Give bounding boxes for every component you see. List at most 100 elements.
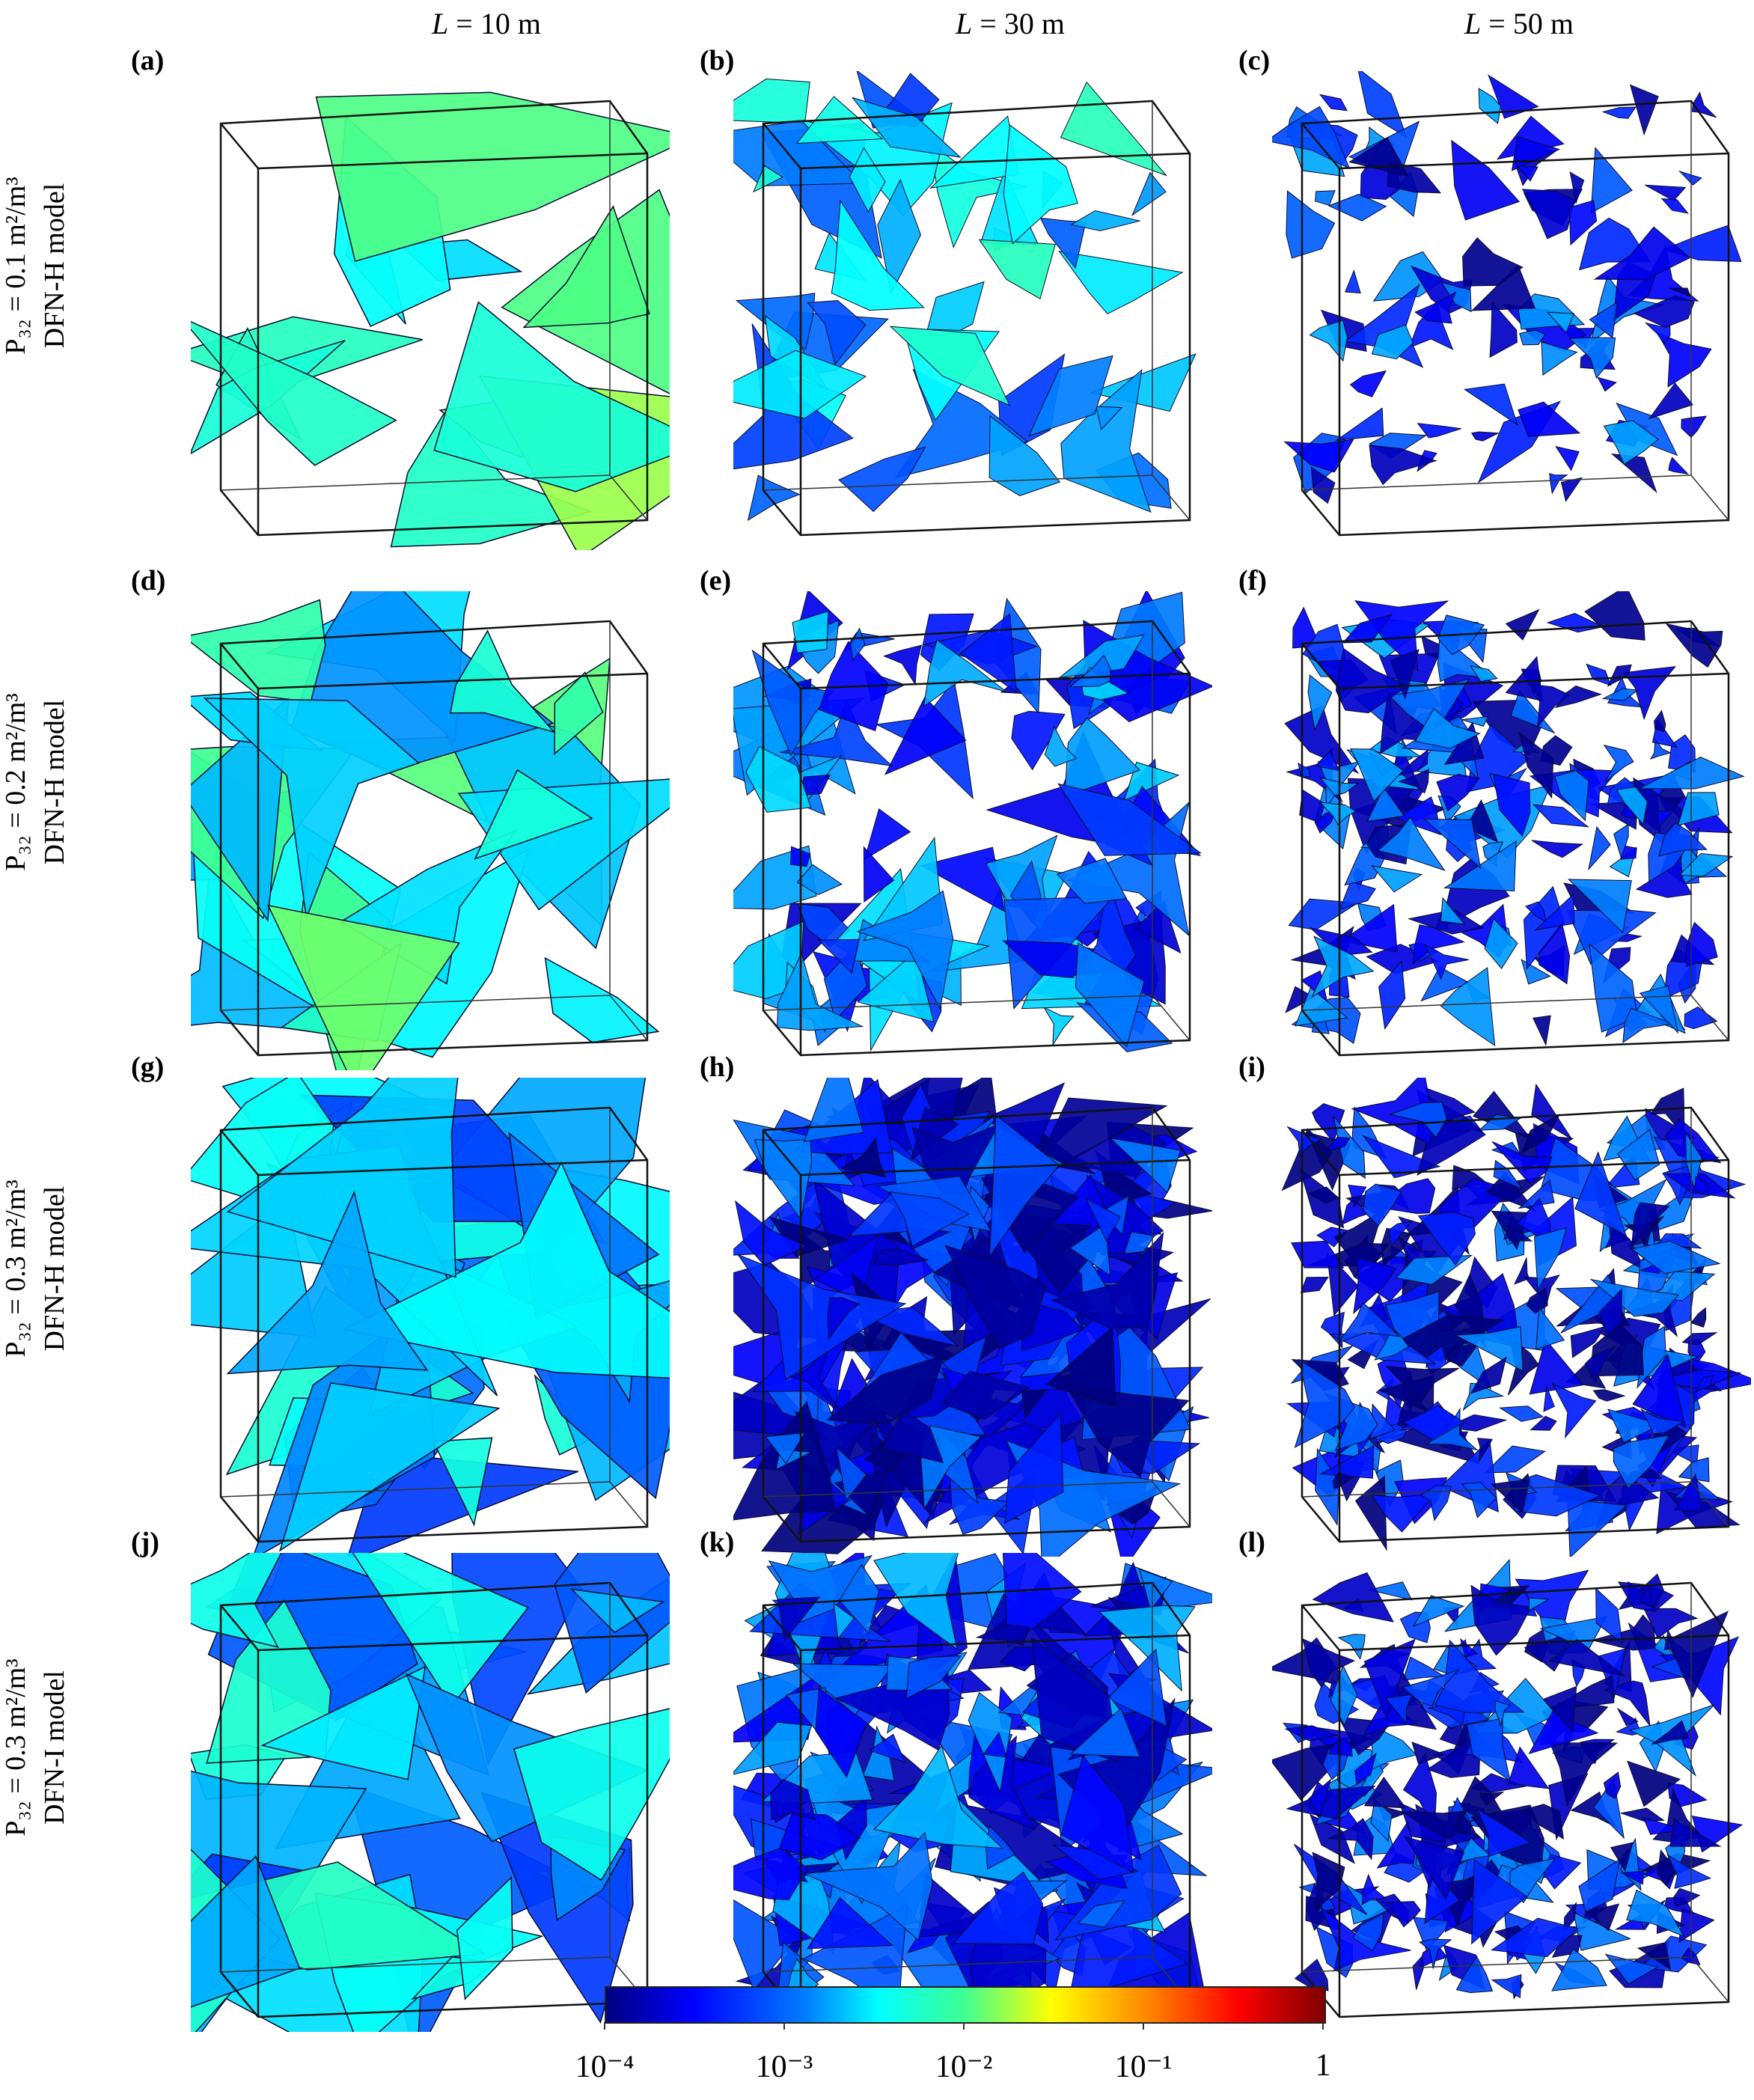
fracture-plane xyxy=(1363,1777,1407,1809)
fracture-plane xyxy=(1042,1006,1075,1047)
fracture-plane xyxy=(1666,1611,1729,1699)
fracture-plane xyxy=(851,97,962,158)
fracture-plane xyxy=(856,890,954,1010)
fracture-plane xyxy=(803,1078,864,1142)
fracture-plane xyxy=(1058,251,1184,314)
fracture-plane xyxy=(1461,1482,1497,1518)
fracture-plane xyxy=(1288,898,1359,930)
fracture-plane xyxy=(1491,1974,1522,1999)
row-label-3: P₃₂ = 0.3 m²/m³ DFN-H model xyxy=(0,1059,79,1478)
fracture-plane xyxy=(869,1733,906,1763)
fracture-plane xyxy=(1327,1739,1353,1757)
fracture-plane xyxy=(1681,415,1707,439)
fracture-plane xyxy=(1002,1553,1082,1648)
fracture-plane xyxy=(1510,689,1556,734)
fracture-plane xyxy=(733,1848,809,1901)
fracture-plane xyxy=(1533,1015,1551,1046)
fracture-plane xyxy=(1627,1760,1681,1807)
fracture-plane xyxy=(953,1871,1044,1945)
fracture-plane xyxy=(1077,1899,1126,1928)
fracture-plane xyxy=(1532,684,1571,729)
fracture-plane xyxy=(1399,1810,1467,1840)
domain-box-back-edges xyxy=(763,621,1191,1041)
fracture-plane xyxy=(1310,935,1375,998)
dfn-panel: (a) xyxy=(131,45,670,550)
column-header-l30: L = 30 m xyxy=(861,6,1160,41)
fracture-plane xyxy=(1604,1953,1659,1985)
colorbar-tick xyxy=(604,2022,605,2030)
fracture-plane xyxy=(1584,1344,1617,1384)
fracture-plane xyxy=(1300,1276,1329,1293)
fracture-plane xyxy=(884,696,967,775)
fracture-plane xyxy=(267,904,460,1070)
fracture-plane xyxy=(1551,1382,1597,1439)
colorbar xyxy=(605,1986,1326,2024)
fracture-plane xyxy=(315,91,670,263)
fracture-plane xyxy=(1417,1212,1476,1266)
fracture-plane xyxy=(1669,1818,1722,1847)
fracture-plane xyxy=(1308,1778,1332,1819)
fracture-plane xyxy=(1657,1849,1677,1887)
fracture-plane xyxy=(1533,804,1589,828)
dfn-panel: (j) xyxy=(131,1527,670,2032)
fracture-plane xyxy=(1491,1478,1530,1514)
panel-label: (h) xyxy=(700,1051,735,1083)
fracture-plane xyxy=(780,699,893,767)
fracture-plane xyxy=(1423,943,1469,980)
fracture-plane xyxy=(1622,1007,1674,1044)
fracture-plane xyxy=(1357,71,1408,138)
row-label-model: DFN-H model xyxy=(39,183,70,349)
fracture-plane xyxy=(1342,1198,1369,1225)
fracture-plane xyxy=(352,1553,529,1707)
fracture-plane xyxy=(1674,1473,1703,1512)
fracture-plane xyxy=(1414,708,1481,749)
fracture-plane xyxy=(1272,106,1351,170)
fracture-plane xyxy=(1548,1639,1625,1676)
fracture-plane xyxy=(1057,783,1202,856)
fracture-plane xyxy=(1508,1746,1550,1789)
domain-box-back-edges xyxy=(220,621,648,1041)
fracture-plane xyxy=(754,1138,813,1221)
fracture-plane xyxy=(1677,792,1720,826)
fracture-plane xyxy=(513,1708,670,1881)
fracture-plane xyxy=(815,1687,868,1778)
fracture-plane xyxy=(1396,796,1441,836)
fracture-plane xyxy=(1434,1639,1525,1713)
fracture-plane xyxy=(1521,189,1575,239)
fracture-plane xyxy=(1420,966,1471,1002)
fracture-plane xyxy=(1377,816,1446,871)
fracture-plane xyxy=(941,1370,1030,1420)
fracture-plane xyxy=(1541,341,1578,376)
dfn-panel: (i) xyxy=(1238,1051,1751,1557)
fracture-plane xyxy=(804,1831,933,1941)
fracture-plane xyxy=(1569,171,1585,205)
fracture-plane xyxy=(1411,1741,1446,1765)
fracture-plane xyxy=(753,165,783,193)
fracture-plane xyxy=(1555,445,1580,471)
fracture-plane xyxy=(733,78,810,123)
fracture-plane xyxy=(983,1731,1007,1758)
dfn-panel: (c) xyxy=(1238,45,1751,550)
fracture-plane xyxy=(747,474,801,522)
fracture-plane xyxy=(1601,106,1637,119)
fracture-plane xyxy=(1573,1911,1631,1951)
column-header-value: = 10 m xyxy=(448,7,541,40)
domain-box-back-edges xyxy=(1301,621,1729,1041)
panel-label: (f) xyxy=(1238,565,1267,596)
fracture-plane xyxy=(1310,466,1336,504)
fracture-plane xyxy=(1309,320,1348,362)
fracture-plane xyxy=(1506,1224,1533,1242)
fracture-plane xyxy=(1533,893,1575,931)
fracture-plane xyxy=(1651,1720,1689,1745)
fracture-plane xyxy=(1616,786,1648,825)
fracture-plane xyxy=(905,1655,962,1700)
fracture-plane xyxy=(1131,171,1167,216)
fracture-plane xyxy=(1395,1254,1473,1285)
panel-label: (l) xyxy=(1238,1527,1265,1558)
fracture-plane xyxy=(1568,337,1616,379)
fracture-plane xyxy=(1522,1804,1565,1840)
fracture-plane xyxy=(1654,709,1666,733)
panel-label: (e) xyxy=(700,565,732,596)
fracture-plane xyxy=(1586,663,1612,686)
column-header-variable: L xyxy=(956,7,973,40)
